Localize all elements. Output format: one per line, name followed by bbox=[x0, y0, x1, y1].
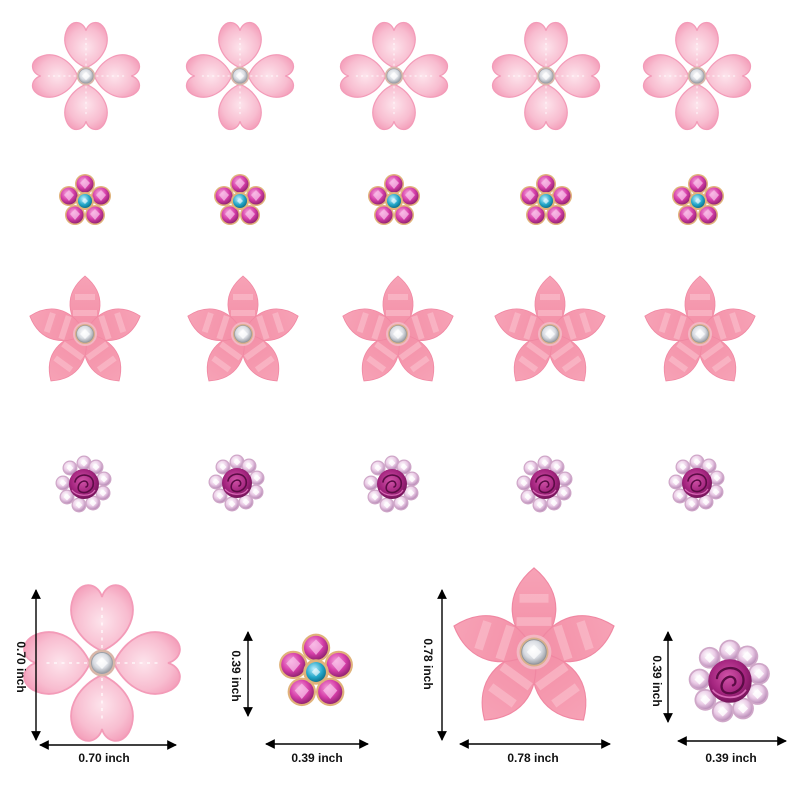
clover-height-label: 0.70 inch bbox=[14, 641, 28, 693]
daisy-row bbox=[59, 174, 724, 225]
star-charm bbox=[338, 276, 458, 390]
rose-charm bbox=[364, 456, 420, 513]
star-charm bbox=[183, 276, 303, 390]
clover-charm bbox=[33, 23, 140, 130]
star-charm bbox=[490, 276, 610, 390]
daisy-charm bbox=[368, 174, 420, 225]
daisy-charm bbox=[520, 174, 572, 225]
daisy-charm bbox=[214, 174, 266, 225]
rose-height-label: 0.39 inch bbox=[650, 655, 664, 707]
daisy-width-label: 0.39 inch bbox=[291, 751, 343, 765]
rose-large bbox=[689, 640, 770, 723]
star-height-label: 0.78 inch bbox=[421, 638, 435, 690]
clover-charm bbox=[187, 23, 294, 130]
star-charm bbox=[25, 276, 145, 390]
dimension-arrows bbox=[31, 589, 787, 750]
daisy-large bbox=[279, 634, 353, 706]
star-row bbox=[25, 276, 760, 390]
rose-row bbox=[56, 455, 725, 513]
rose-charm bbox=[517, 456, 573, 513]
star-large bbox=[447, 568, 620, 733]
star-width-label: 0.78 inch bbox=[507, 751, 559, 765]
clover-width-label: 0.70 inch bbox=[78, 751, 130, 765]
clover-charm bbox=[644, 23, 751, 130]
daisy-charm bbox=[59, 174, 111, 225]
star-charm bbox=[640, 276, 760, 390]
rose-charm bbox=[209, 455, 265, 512]
daisy-height-label: 0.39 inch bbox=[229, 650, 243, 702]
daisy-charm bbox=[672, 174, 724, 225]
clover-charm bbox=[341, 23, 448, 130]
rose-charm bbox=[669, 455, 725, 512]
clover-large bbox=[24, 585, 180, 741]
clover-row bbox=[33, 23, 751, 130]
rose-width-label: 0.39 inch bbox=[705, 751, 757, 765]
clover-charm bbox=[493, 23, 600, 130]
rose-charm bbox=[56, 456, 112, 513]
